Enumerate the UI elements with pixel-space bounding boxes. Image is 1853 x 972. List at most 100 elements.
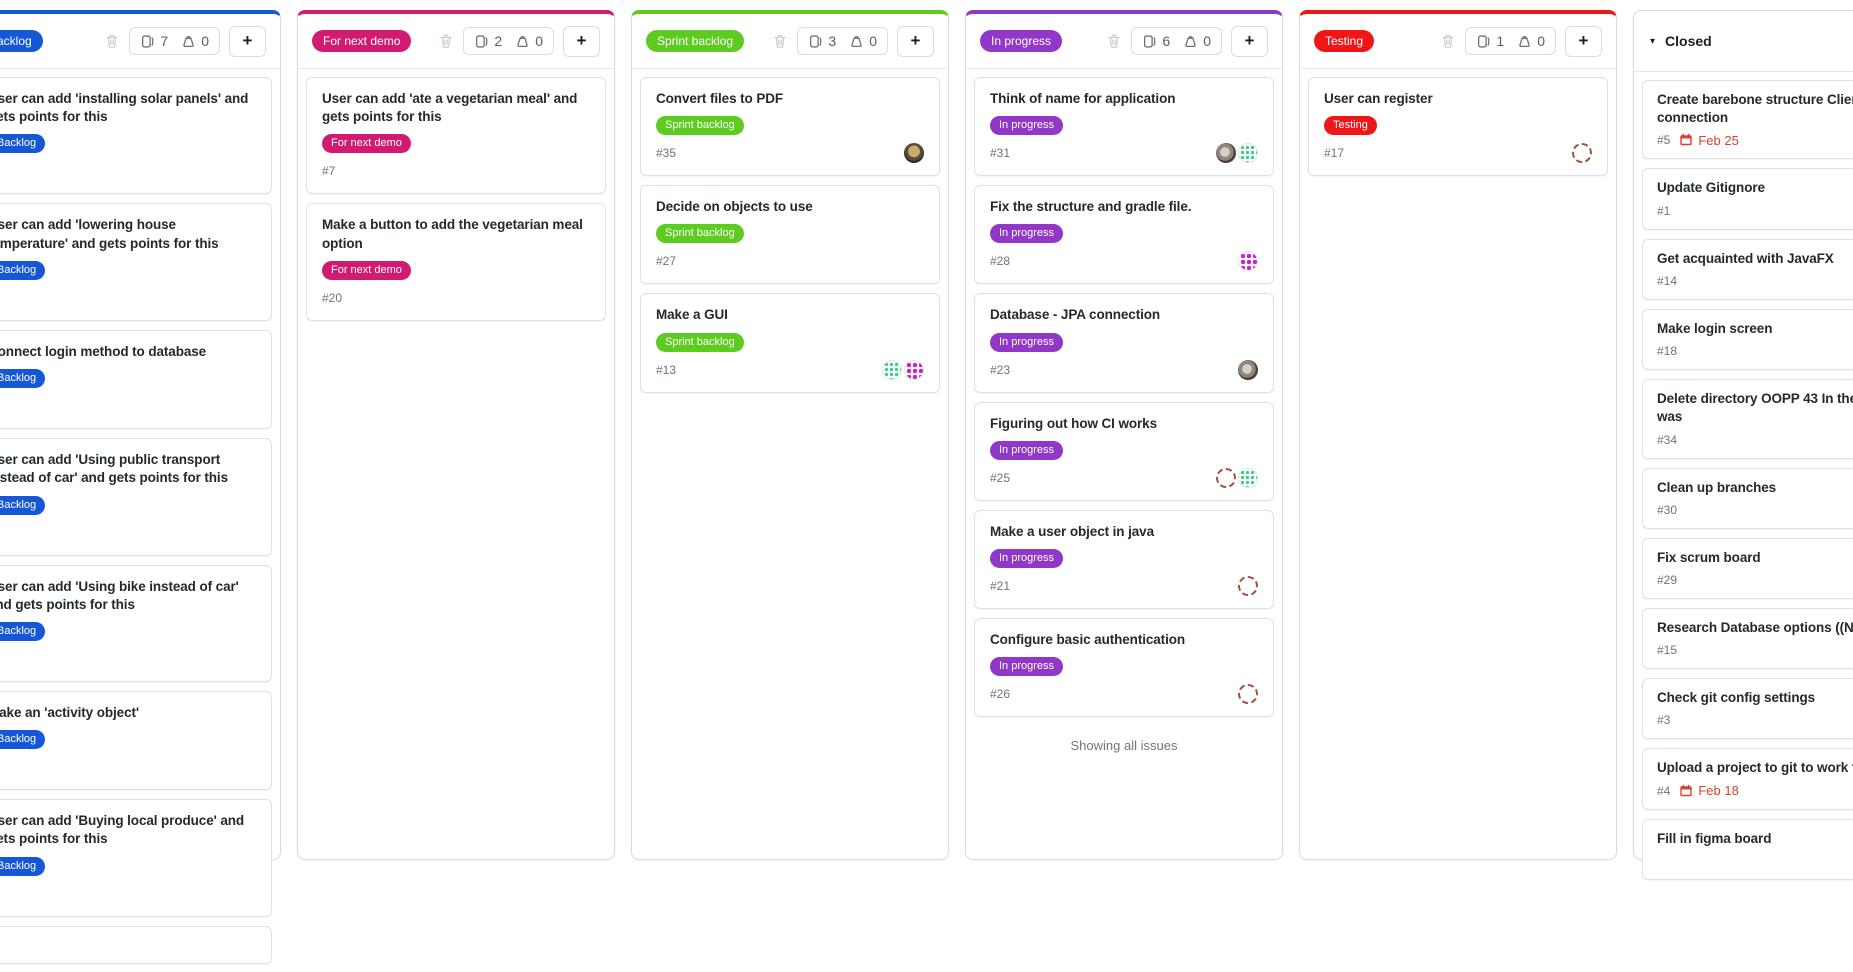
issue-label-badge: Backlog [0, 495, 46, 515]
issue-label: Backlog [0, 729, 256, 750]
pipeline-column: For next demo 2 [297, 10, 615, 860]
avatar-identicon-green-icon [882, 359, 902, 380]
pipeline-counts: 1 0 [1465, 27, 1556, 55]
issue-title: Convert files to PDF [656, 91, 784, 106]
issue-meta: #20 [322, 288, 590, 308]
issue-card[interactable]: Make login screen #18 [1642, 308, 1853, 371]
issue-card[interactable]: User can add 'installing solar panels' a… [0, 77, 272, 195]
issue-card[interactable]: Get acquainted with JavaFX #14 [1642, 238, 1853, 300]
issue-card[interactable]: Make a user object in java In progress #… [974, 509, 1274, 610]
issue-number: #4 [1657, 783, 1671, 798]
pipeline-header-actions: 3 0 + [772, 25, 934, 57]
add-card-button[interactable]: + [1231, 25, 1268, 57]
issue-meta: #17 [1324, 143, 1592, 164]
pipeline-header: Backlog 7 [0, 14, 280, 69]
pipeline-header: Sprint backlog 3 [632, 14, 948, 69]
issue-meta [0, 757, 256, 777]
card-list: User can add 'installing solar panels' a… [0, 69, 280, 972]
pipeline-label-badge: For next demo [312, 30, 412, 52]
issue-meta [1657, 853, 1853, 869]
add-card-button[interactable]: + [897, 25, 934, 57]
pipeline-counts: 6 0 [1131, 27, 1222, 55]
issue-card[interactable]: Think of name for application In progres… [974, 77, 1274, 177]
issue-card[interactable]: Create barebone structure Client-Server … [1642, 80, 1853, 160]
issue-card[interactable]: Make an 'activity object' Backlog [0, 690, 272, 791]
issue-card[interactable]: Database - JPA connection In progress #2… [974, 293, 1274, 393]
plus-icon: + [1578, 31, 1589, 50]
card-list: Convert files to PDF Sprint backlog #35 … [632, 69, 948, 401]
issue-cards-icon [476, 34, 488, 48]
issue-title: Database - JPA connection [990, 307, 1161, 323]
issue-number: #17 [1324, 146, 1345, 161]
issue-label-badge: In progress [990, 116, 1064, 136]
issue-title: Upload a project to git to work from [1657, 760, 1853, 776]
issue-card[interactable] [0, 925, 272, 964]
issue-card[interactable]: Check git config settings #3 [1642, 678, 1853, 740]
assignee-avatars [1570, 143, 1592, 164]
issue-card[interactable]: Clean up branches #30 [1642, 467, 1853, 529]
issue-card[interactable]: User can add 'Buying local produce' and … [0, 799, 272, 917]
issue-title: User can add 'lowering house temperature… [0, 217, 219, 251]
issue-count: 2 [474, 33, 502, 49]
issue-number: #18 [1657, 344, 1678, 359]
issue-card[interactable]: Research Database options ((No)SQL?) #15 [1642, 607, 1853, 670]
story-points-weight-icon [517, 35, 528, 47]
issue-meta [0, 396, 256, 416]
pipeline-column: Sprint backlog 3 [631, 10, 949, 860]
issue-label-badge: Backlog [0, 856, 46, 876]
avatar-identicon-brown-icon [1238, 684, 1258, 705]
closed-header[interactable]: ▾ Closed [1634, 11, 1853, 72]
add-card-button[interactable]: + [1565, 25, 1602, 57]
issue-title: Update Gitignore [1657, 180, 1765, 196]
due-date-calendar-icon [1680, 134, 1693, 146]
issue-card[interactable]: Fix the structure and gradle file. In pr… [974, 185, 1274, 285]
issue-label-badge: For next demo [322, 134, 411, 154]
issue-number: #14 [1657, 273, 1678, 288]
issue-card[interactable]: Upload a project to git to work from #4 … [1642, 748, 1853, 810]
issue-count-value: 1 [1496, 33, 1505, 49]
delete-pipeline-button[interactable] [104, 33, 120, 49]
issue-card[interactable]: User can add 'Using public transport ins… [0, 438, 272, 556]
due-date: Feb 25 [1679, 133, 1739, 148]
issue-number: #1 [1657, 203, 1671, 218]
add-card-button[interactable]: + [563, 25, 600, 57]
pipeline-header: For next demo 2 [298, 14, 614, 69]
card-list: Think of name for application In progres… [966, 69, 1282, 725]
issue-card[interactable]: Configure basic authentication In progre… [974, 618, 1274, 718]
issue-label: In progress [990, 332, 1258, 352]
issue-label-badge: In progress [990, 657, 1064, 677]
trash-icon [106, 34, 119, 48]
issue-card[interactable]: User can register Testing #17 [1308, 77, 1608, 177]
delete-pipeline-button[interactable] [1440, 33, 1456, 49]
issue-card[interactable]: User can add 'ate a vegetarian meal' and… [306, 77, 606, 195]
issue-card[interactable]: Connect login method to database Backlog [0, 329, 272, 430]
assignee-avatars [1214, 467, 1258, 488]
issue-card[interactable]: Fill in figma board [1642, 818, 1853, 880]
issue-card[interactable]: Convert files to PDF Sprint backlog #35 [640, 77, 940, 177]
issue-meta: #23 [990, 359, 1258, 380]
issue-label: Backlog [0, 260, 256, 280]
issue-meta: #18 [1657, 343, 1853, 359]
issue-card[interactable]: Make a button to add the vegetarian meal… [306, 203, 606, 321]
issue-count: 3 [808, 33, 836, 49]
issue-card[interactable]: Make a GUI Sprint backlog #13 [640, 293, 940, 393]
issue-card[interactable]: Update Gitignore #1 [1642, 168, 1853, 230]
issue-card[interactable]: Delete directory OOPP 43 In the beginnin… [1642, 379, 1853, 459]
delete-pipeline-button[interactable] [1106, 33, 1122, 49]
issue-card[interactable]: User can add 'lowering house temperature… [0, 203, 272, 321]
issue-label-badge: Sprint backlog [656, 116, 744, 136]
issue-card[interactable]: Decide on objects to use Sprint backlog … [640, 185, 940, 285]
delete-pipeline-button[interactable] [772, 33, 788, 49]
issue-card[interactable]: Fix scrum board #29 [1642, 537, 1853, 599]
issue-meta: #4 Feb 18 [1657, 783, 1853, 799]
issue-number: #13 [656, 362, 677, 377]
issue-label: In progress [990, 440, 1258, 460]
issue-count-value: 3 [828, 33, 837, 49]
delete-pipeline-button[interactable] [438, 33, 454, 49]
issue-meta: #26 [990, 684, 1258, 705]
issue-card[interactable]: User can add 'Using bike instead of car'… [0, 564, 272, 682]
issue-card[interactable]: Figuring out how CI works In progress #2… [974, 401, 1274, 501]
issue-title: Make login screen [1657, 320, 1773, 336]
add-card-button[interactable]: + [229, 25, 266, 57]
plus-icon: + [576, 31, 587, 50]
